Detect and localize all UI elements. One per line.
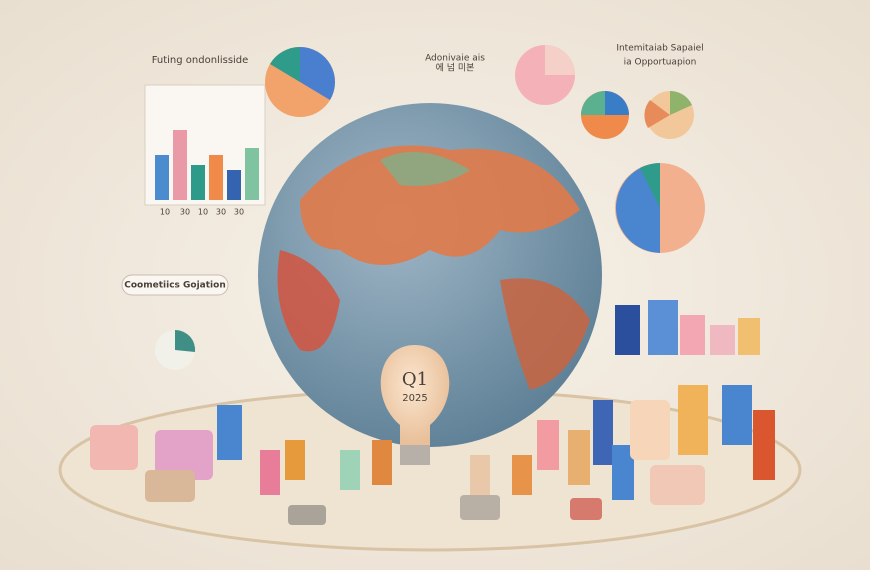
bulb-base: [400, 445, 430, 465]
continent: [300, 145, 580, 265]
bar-chart-label: 30: [216, 208, 226, 217]
pie-chart: [644, 90, 694, 139]
bar-chart-label: 10: [198, 208, 208, 217]
panel-title: Futing ondonlisside: [152, 55, 249, 66]
light-bulb: [380, 345, 450, 445]
banner-text: Coometiics Gojation: [124, 281, 225, 291]
pie-chart: [265, 47, 335, 117]
pie-chart: [581, 91, 629, 139]
pie-chart: [615, 163, 705, 253]
bulb-text: 2025: [402, 393, 427, 404]
cosmetic-products: [90, 300, 775, 525]
continent: [380, 152, 470, 186]
pie-chart: [515, 45, 575, 105]
bar-chart-label: 30: [180, 208, 190, 217]
pie-chart: [155, 329, 196, 370]
panel-title: Intemitaiab Sapaiel: [616, 44, 703, 54]
bar-chart-label: 10: [160, 208, 170, 217]
bar-chart-label: 30: [234, 208, 244, 217]
continent: [500, 278, 590, 390]
panel-title: ia Opportuapion: [624, 58, 697, 68]
bulb-text: Q1: [402, 369, 428, 390]
continent: [277, 250, 340, 352]
panel-title: 에 넘 미본: [436, 63, 475, 74]
banner: [121, 274, 229, 296]
panel-title: Adonivaie ais: [425, 54, 485, 64]
bar-chart-bars: [155, 130, 259, 200]
